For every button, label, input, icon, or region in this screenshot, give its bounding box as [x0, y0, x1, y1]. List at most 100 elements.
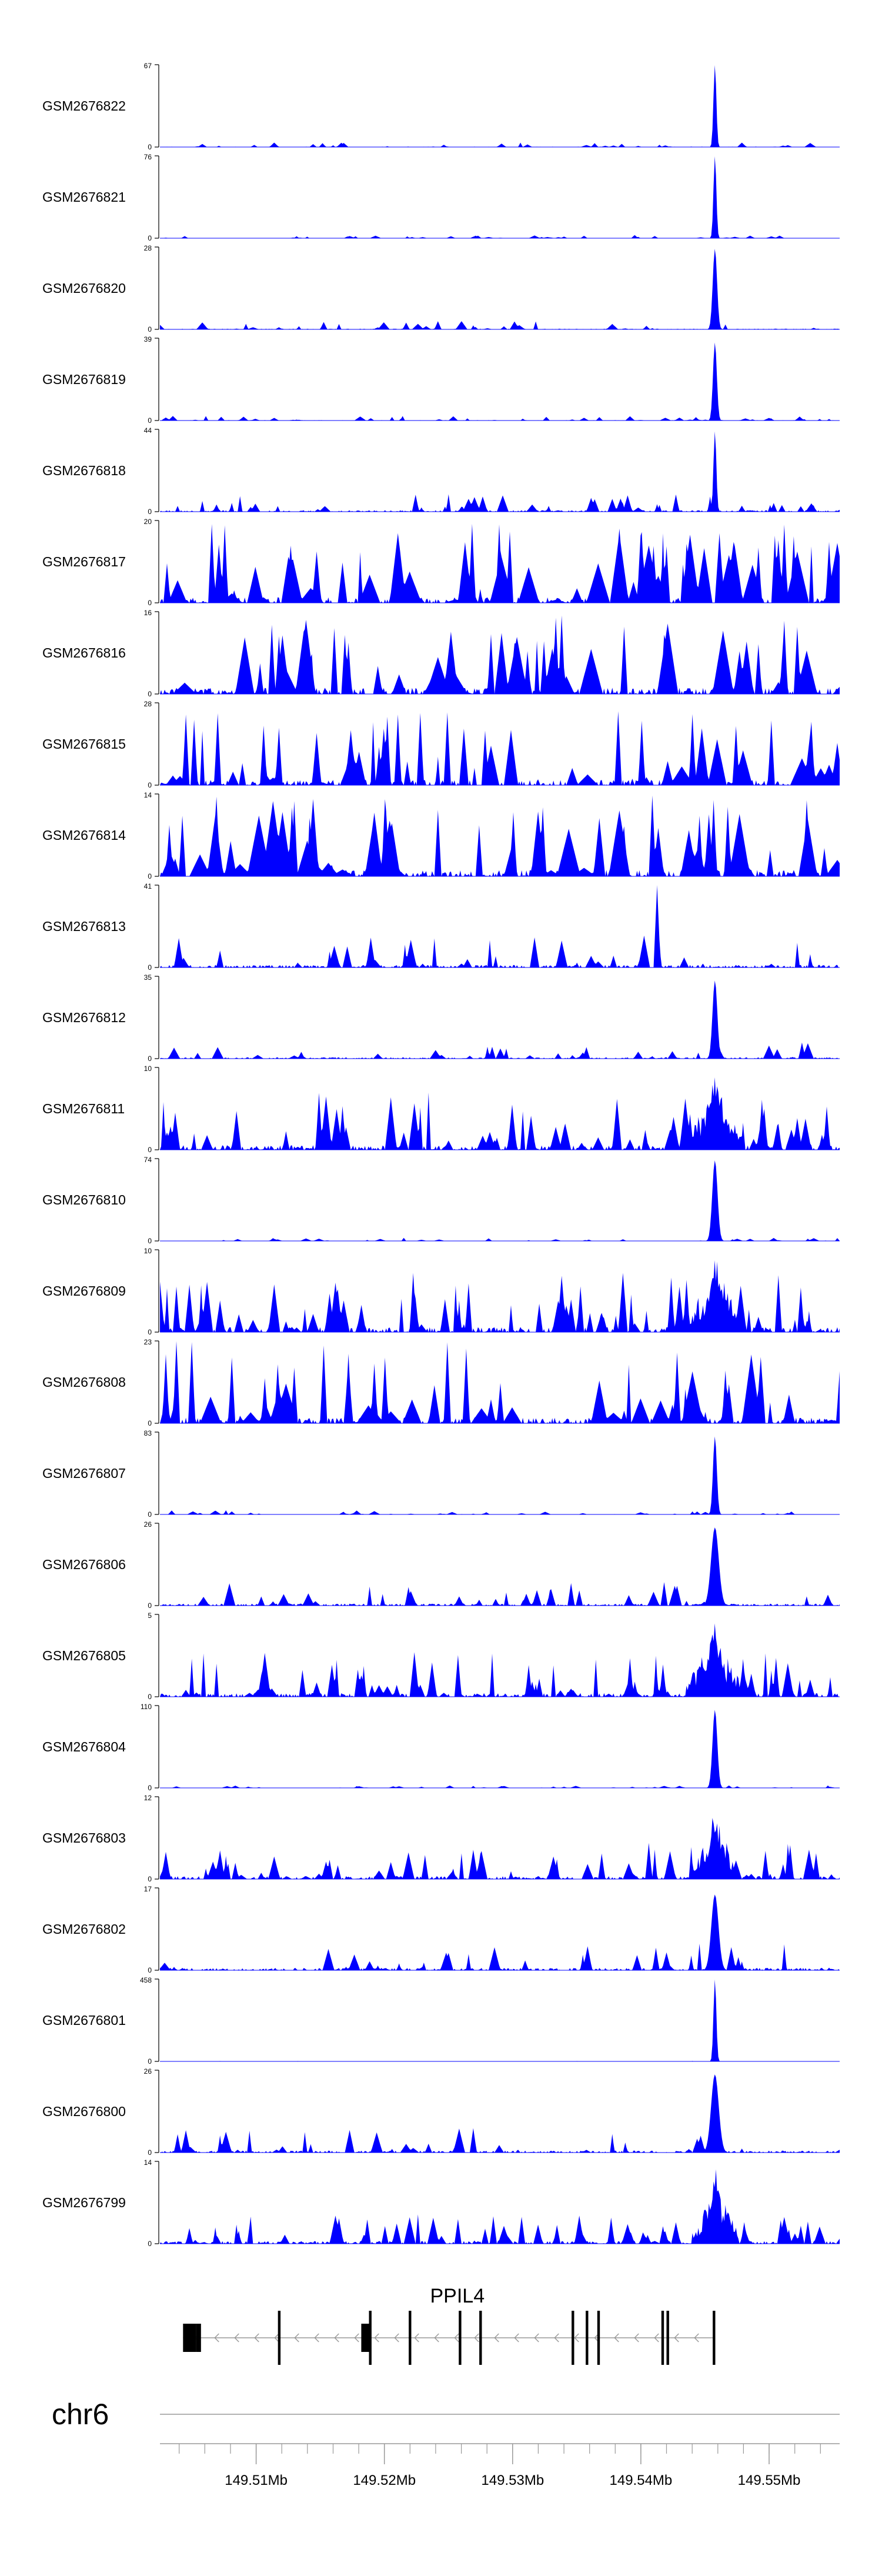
- signal-area: [160, 1341, 840, 1423]
- strand-arrow: [354, 2333, 359, 2343]
- y-min-label: 0: [148, 1419, 152, 1427]
- strand-arrow: [494, 2333, 499, 2343]
- signal-area: [160, 1623, 840, 1697]
- strand-arrow: [314, 2333, 319, 2343]
- gene-label: PPIL4: [430, 2285, 485, 2307]
- exon: [409, 2311, 412, 2365]
- track-label: GSM2676814: [42, 827, 126, 843]
- track-GSM2676804: GSM2676804 110 0: [42, 1703, 840, 1792]
- y-max-label: 41: [144, 882, 152, 890]
- genome-axis-track: chr6 149.51Mb 149.52Mb 149.53Mb 149.54Mb 149…: [52, 2398, 840, 2488]
- signal-area: [160, 342, 840, 421]
- y-max-label: 14: [144, 791, 152, 799]
- strand-arrow: [674, 2333, 679, 2343]
- signal-area: [160, 1527, 840, 1606]
- y-max-label: 110: [141, 1703, 152, 1711]
- signal-area: [160, 1160, 840, 1241]
- y-max-label: 28: [144, 244, 152, 252]
- track-label: GSM2676808: [42, 1374, 126, 1390]
- track-GSM2676803: GSM2676803 12 0: [42, 1794, 840, 1883]
- signal-area: [160, 1818, 840, 1879]
- strand-arrow: [694, 2333, 699, 2343]
- track-GSM2676815: GSM2676815 28 0: [42, 700, 840, 789]
- y-min-label: 0: [148, 1875, 152, 1883]
- gene-annotation-track: PPIL4: [183, 2285, 716, 2365]
- signal-area: [160, 431, 840, 512]
- exon: [713, 2311, 716, 2365]
- y-min-label: 0: [148, 1237, 152, 1245]
- y-max-label: 17: [144, 1885, 152, 1893]
- y-max-label: 74: [144, 1156, 152, 1164]
- y-min-label: 0: [148, 1601, 152, 1610]
- track-GSM2676809: GSM2676809 10 0: [42, 1247, 840, 1336]
- signal-area: [160, 2074, 840, 2153]
- exon: [459, 2311, 462, 2365]
- axis-tick-label: 149.55Mb: [738, 2472, 801, 2488]
- track-label: GSM2676807: [42, 1466, 126, 1481]
- y-max-label: 83: [144, 1429, 152, 1437]
- track-label: GSM2676804: [42, 1739, 126, 1754]
- y-max-label: 10: [144, 1065, 152, 1073]
- chromosome-label: chr6: [52, 2398, 109, 2431]
- track-GSM2676799: GSM2676799 14 0: [42, 2158, 840, 2248]
- y-max-label: 26: [144, 1520, 152, 1529]
- track-GSM2676812: GSM2676812 35 0: [42, 973, 840, 1063]
- y-min-label: 0: [148, 143, 152, 151]
- exon: [369, 2311, 372, 2365]
- y-min-label: 0: [148, 416, 152, 425]
- strand-arrow: [434, 2333, 439, 2343]
- exon: [586, 2311, 589, 2365]
- strand-arrow: [234, 2333, 239, 2343]
- y-max-label: 458: [140, 1976, 152, 1984]
- y-min-label: 0: [148, 1055, 152, 1063]
- track-GSM2676820: GSM2676820 28 0: [42, 244, 840, 333]
- track-label: GSM2676800: [42, 2104, 126, 2119]
- y-min-label: 0: [148, 1784, 152, 1792]
- track-label: GSM2676806: [42, 1557, 126, 1572]
- track-GSM2676818: GSM2676818 44 0: [42, 426, 840, 516]
- signal-area: [160, 1077, 840, 1150]
- y-min-label: 0: [148, 2148, 152, 2157]
- y-max-label: 44: [144, 426, 152, 435]
- y-min-label: 0: [148, 508, 152, 516]
- signal-area: [160, 1894, 840, 1970]
- strand-arrow: [414, 2333, 419, 2343]
- strand-arrow: [454, 2333, 459, 2343]
- strand-arrow: [634, 2333, 639, 2343]
- track-label: GSM2676819: [42, 372, 126, 387]
- y-min-label: 0: [148, 1966, 152, 1974]
- strand-arrow: [534, 2333, 539, 2343]
- y-min-label: 0: [148, 325, 152, 333]
- strand-arrow: [574, 2333, 579, 2343]
- track-label: GSM2676803: [42, 1830, 126, 1846]
- track-GSM2676808: GSM2676808 23 0: [42, 1338, 840, 1427]
- track-GSM2676811: GSM2676811 10 0: [42, 1065, 840, 1154]
- track-GSM2676801: GSM2676801 458 0: [42, 1976, 840, 2066]
- track-label: GSM2676799: [42, 2195, 126, 2210]
- track-label: GSM2676816: [42, 645, 126, 660]
- y-max-label: 20: [144, 518, 152, 526]
- signal-area: [160, 615, 840, 694]
- track-GSM2676800: GSM2676800 26 0: [42, 2067, 840, 2157]
- exon: [183, 2324, 196, 2352]
- track-label: GSM2676809: [42, 1283, 126, 1299]
- y-max-label: 14: [144, 2158, 152, 2167]
- track-GSM2676813: GSM2676813 41 0: [42, 882, 840, 972]
- y-min-label: 0: [148, 234, 152, 242]
- exon: [661, 2311, 664, 2365]
- axis-tick-label: 149.51Mb: [225, 2472, 288, 2488]
- y-min-label: 0: [148, 963, 152, 972]
- signal-area: [160, 885, 840, 967]
- y-min-label: 0: [148, 1328, 152, 1336]
- strand-arrow: [254, 2333, 259, 2343]
- exon: [278, 2311, 281, 2365]
- signal-area: [160, 1979, 840, 2061]
- track-label: GSM2676811: [42, 1101, 125, 1116]
- y-max-label: 23: [144, 1338, 152, 1346]
- strand-arrow: [474, 2333, 479, 2343]
- strand-arrow: [334, 2333, 339, 2343]
- y-max-label: 39: [144, 335, 152, 343]
- axis-tick-label: 149.52Mb: [353, 2472, 416, 2488]
- signal-area: [160, 1260, 840, 1332]
